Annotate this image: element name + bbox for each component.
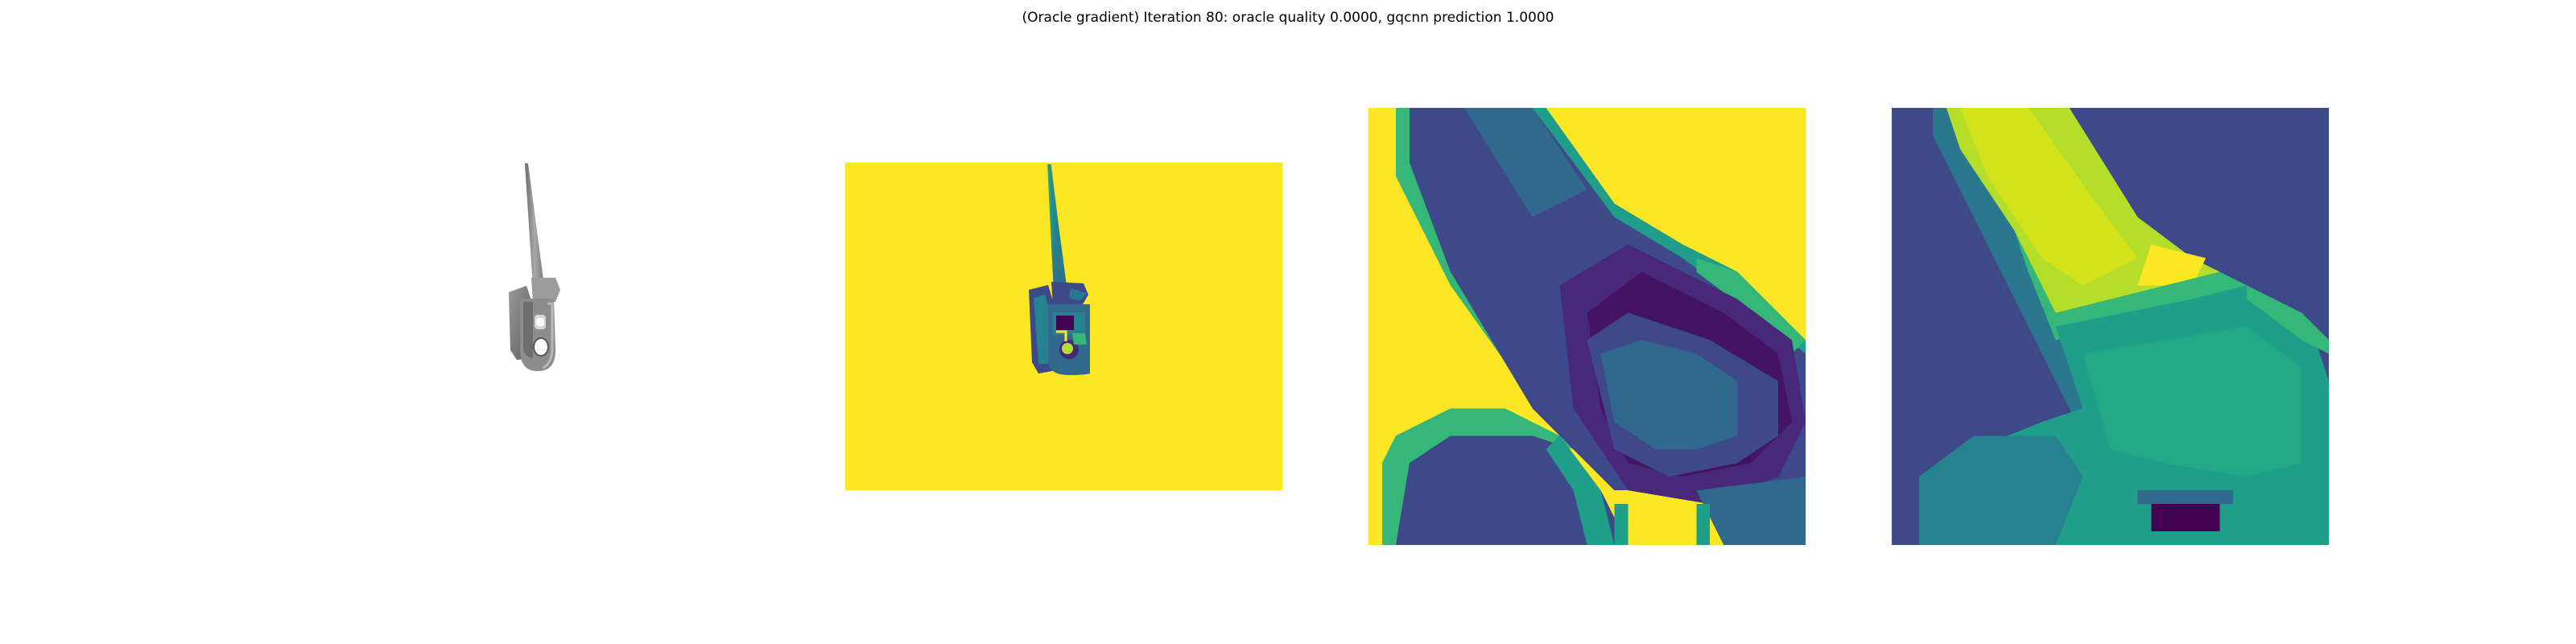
rendered-object-image	[509, 163, 560, 371]
depth-image	[845, 163, 1282, 490]
gradient-crop-panel	[1892, 108, 2329, 545]
figure-title: (Oracle gradient) Iteration 80: oracle q…	[1022, 10, 1554, 26]
grasp-crop-panel	[1368, 108, 1806, 545]
blade-shape	[525, 163, 544, 287]
gradient-crop-image	[1892, 108, 2329, 545]
rendered-object-panel	[483, 157, 588, 378]
depth-image-panel	[845, 163, 1282, 490]
grasp-crop-image	[1368, 108, 1806, 545]
